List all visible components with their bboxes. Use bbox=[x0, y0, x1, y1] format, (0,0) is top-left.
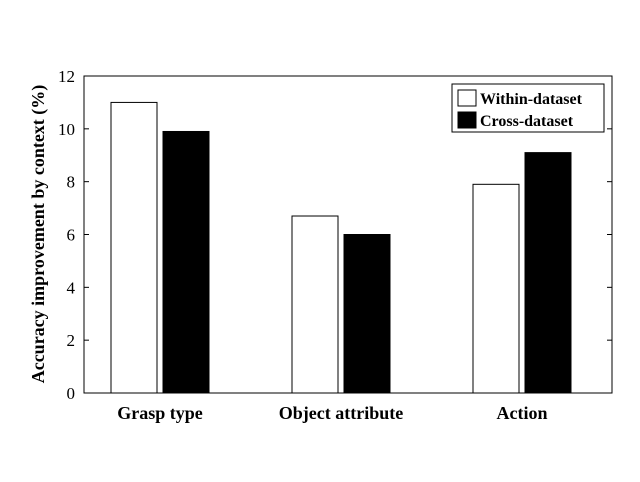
bar-within-dataset-grasp-type bbox=[110, 101, 158, 394]
y-tick-label: 4 bbox=[67, 278, 76, 297]
x-axis-category-labels: Grasp type Object attribute Action bbox=[117, 403, 547, 423]
bar-cross-dataset-object-attribute bbox=[343, 234, 391, 394]
y-axis-title: Accuracy improvement by context (%) bbox=[28, 85, 49, 384]
y-tick-label: 10 bbox=[58, 120, 75, 139]
y-axis-ticks: 0 2 4 6 8 10 12 bbox=[58, 67, 612, 403]
y-tick-label: 12 bbox=[58, 67, 75, 86]
y-tick-label: 0 bbox=[67, 384, 76, 403]
y-tick-label: 2 bbox=[67, 331, 76, 350]
bar-within-dataset-object-attribute bbox=[291, 215, 339, 394]
y-tick-label: 6 bbox=[67, 226, 76, 245]
bar-cross-dataset-grasp-type bbox=[162, 130, 210, 394]
legend-label: Within-dataset bbox=[480, 91, 583, 108]
y-tick-label: 8 bbox=[67, 173, 76, 192]
bar-cross-dataset-action bbox=[524, 152, 572, 394]
bars-layer bbox=[110, 101, 572, 394]
x-category-label: Object attribute bbox=[279, 403, 403, 423]
legend: Within-dataset Cross-dataset bbox=[451, 83, 605, 133]
legend-swatch bbox=[457, 111, 477, 129]
legend-swatch bbox=[457, 89, 477, 107]
x-category-label: Action bbox=[497, 403, 548, 423]
legend-label: Cross-dataset bbox=[480, 113, 574, 130]
bar-within-dataset-action bbox=[472, 183, 520, 394]
legend-box bbox=[451, 83, 605, 133]
x-category-label: Grasp type bbox=[117, 403, 203, 423]
